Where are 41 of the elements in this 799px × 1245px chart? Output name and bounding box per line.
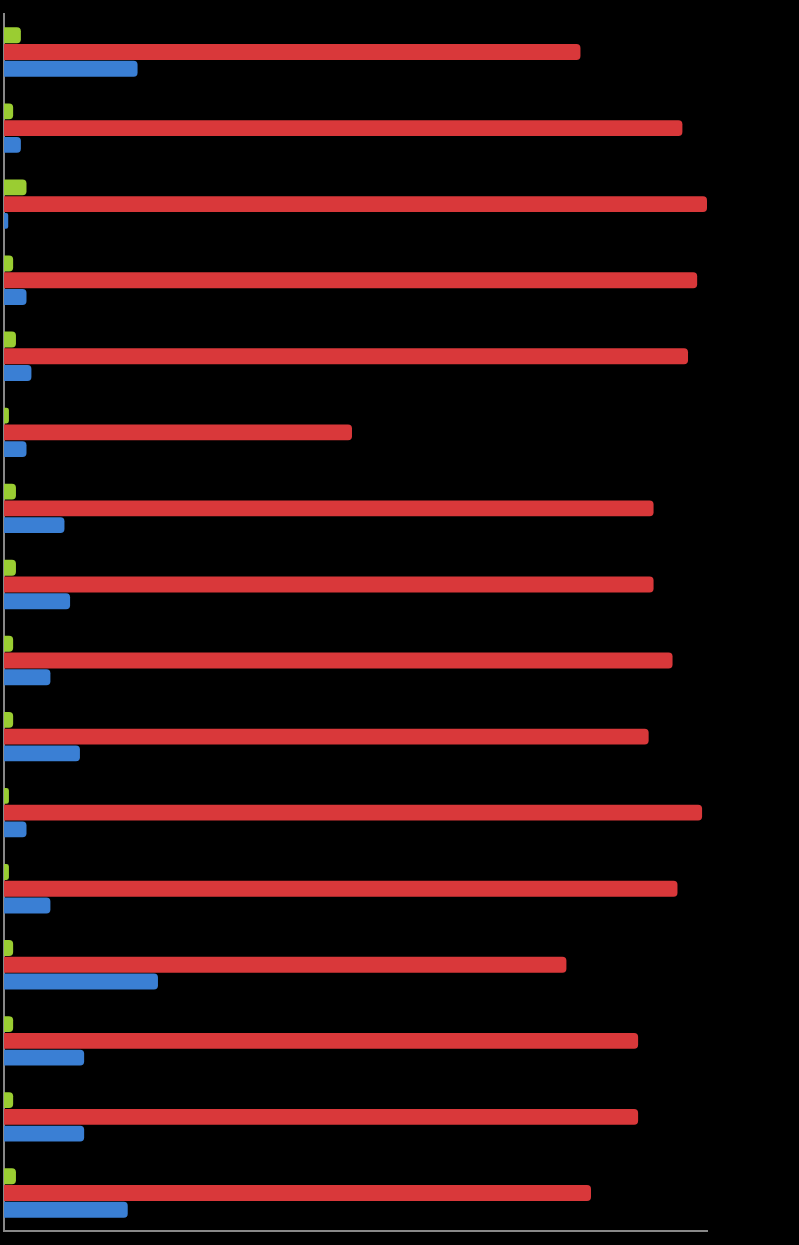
bar [4, 821, 27, 838]
bar [4, 483, 16, 500]
bar [4, 559, 16, 576]
bar [4, 864, 9, 880]
bar [4, 956, 567, 973]
bar [4, 669, 51, 686]
bar [4, 196, 707, 213]
bar [4, 179, 27, 196]
bar [4, 44, 581, 60]
bar [4, 424, 352, 441]
bar [4, 1049, 85, 1066]
bar [4, 1125, 85, 1142]
bar [4, 880, 678, 897]
bar [4, 1108, 639, 1125]
bar [4, 407, 9, 424]
bar [4, 593, 71, 610]
bar [4, 517, 65, 534]
bar [4, 348, 689, 365]
bar [4, 576, 654, 593]
bar [4, 500, 654, 517]
bar [4, 787, 9, 804]
bar [4, 255, 14, 272]
bar [4, 973, 158, 990]
bar [4, 120, 683, 137]
bar [4, 136, 21, 153]
bar [4, 1201, 128, 1218]
bar [4, 331, 16, 348]
bar [4, 27, 21, 44]
bar [4, 728, 649, 745]
bar [4, 365, 32, 381]
bar [4, 60, 138, 77]
bar [4, 745, 80, 762]
bar [4, 804, 703, 821]
bar [4, 289, 27, 305]
bar [4, 897, 51, 914]
bar [4, 652, 673, 669]
bar [4, 441, 27, 458]
bar [4, 1168, 16, 1185]
bar [4, 1185, 592, 1201]
bar [4, 272, 698, 289]
bar [4, 1032, 639, 1049]
